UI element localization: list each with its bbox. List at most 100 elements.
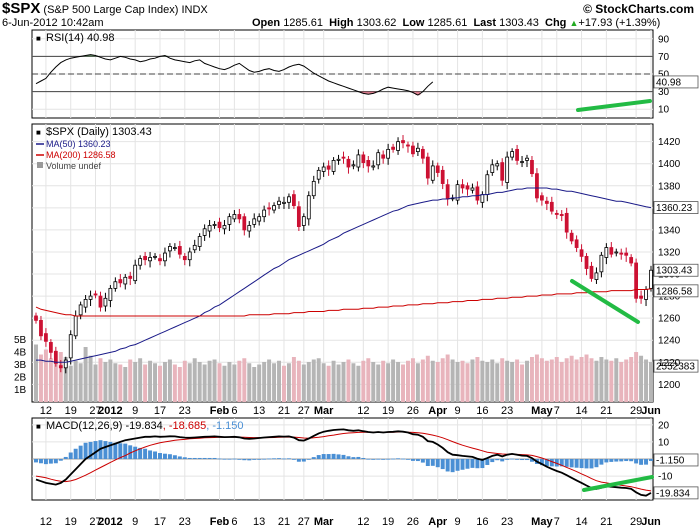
candle-body — [247, 225, 252, 232]
candle-body — [609, 247, 614, 255]
candle-body — [599, 254, 604, 273]
volume-last-label: 2552383 — [656, 362, 695, 373]
candle-body — [123, 276, 128, 285]
macd-histogram-bar — [559, 459, 564, 467]
x-tick-label: Apr — [428, 405, 448, 417]
macd-histogram-bar — [529, 459, 534, 462]
macd-histogram-bar — [391, 458, 396, 460]
candle-body — [624, 252, 629, 256]
macd-histogram-bar — [207, 457, 212, 459]
macd-histogram-bar — [162, 453, 167, 459]
macd-histogram-bar — [177, 456, 182, 459]
candle-body — [574, 239, 579, 248]
macd-histogram-bar — [138, 447, 143, 459]
candle-body — [58, 365, 63, 369]
volume-bar — [529, 357, 534, 402]
volume-bar — [495, 363, 500, 402]
volume-tick-label: 1B — [14, 385, 27, 396]
rsi-line — [35, 54, 434, 96]
macd-histogram-bar — [306, 459, 311, 460]
volume-bar — [83, 347, 88, 402]
volume-bar — [242, 358, 247, 402]
candle-body — [222, 225, 227, 230]
volume-bar — [415, 363, 420, 402]
volume-bar — [128, 359, 133, 402]
macd-histogram-bar — [639, 459, 644, 465]
macd-histogram-bar — [272, 458, 277, 460]
macd-histogram-bar — [649, 459, 653, 461]
candle-body — [163, 252, 167, 262]
x-tick-label: Feb — [210, 516, 230, 528]
x-tick-label: Mar — [314, 516, 334, 528]
macd-histogram-bar — [242, 459, 247, 461]
volume-bar — [143, 364, 148, 402]
macd-histogram-bar — [574, 459, 579, 468]
macd-histogram-bar — [252, 459, 257, 460]
candle-body — [584, 255, 589, 269]
candle-body — [515, 148, 519, 161]
candle-body — [336, 158, 341, 161]
candle-body — [644, 289, 648, 300]
ma50-last-label: 1360.23 — [656, 203, 693, 214]
candle-body — [435, 165, 440, 173]
low-label: Low — [402, 17, 425, 29]
candle-body — [168, 246, 172, 252]
price-panel — [31, 123, 654, 403]
candle-body — [83, 299, 88, 308]
macd-histogram-bar — [366, 458, 371, 460]
candle-body — [153, 255, 157, 258]
candle-body — [465, 185, 470, 190]
candle-body — [252, 218, 257, 225]
chg-arrow-icon: ▲ — [569, 18, 579, 28]
candle-body — [118, 279, 123, 284]
candle-body — [88, 295, 93, 300]
volume-bar — [133, 362, 138, 402]
macd-histogram-bar — [376, 458, 381, 460]
macd-histogram-bar — [53, 459, 58, 464]
chg-label: Chg — [545, 17, 567, 29]
x-tick-label: 29 — [630, 405, 642, 417]
volume-bar — [138, 358, 143, 402]
macd-histogram-bar — [182, 457, 187, 459]
macd-histogram-bar — [495, 459, 500, 461]
macd-tick-label: -10 — [658, 472, 673, 483]
volume-bar — [252, 367, 257, 402]
volume-bar — [500, 358, 505, 402]
volume-tick-label: 2B — [14, 373, 27, 384]
macd-histogram-bar — [63, 456, 68, 459]
macd-histogram-bar — [326, 454, 331, 459]
macd-legend-marker: ■ — [36, 422, 41, 431]
volume-bar — [609, 360, 614, 402]
candle-body — [197, 236, 202, 247]
macd-histogram-bar — [480, 459, 485, 469]
macd-histogram-bar — [361, 457, 366, 459]
price-tick-label: 1340 — [658, 225, 681, 236]
ma200-line — [35, 288, 652, 317]
candle-body — [649, 269, 653, 289]
volume-bar — [346, 359, 351, 402]
macd-histogram-bar — [68, 452, 73, 459]
volume-bar — [435, 362, 440, 402]
x-tick-label: 12 — [357, 516, 369, 528]
x-tick-label: 27 — [89, 405, 101, 417]
price-tick-label: 1200 — [658, 380, 681, 391]
date-line: 6-Jun-2012 10:42am — [2, 17, 104, 29]
x-tick-label: 14 — [575, 516, 587, 528]
volume-bar — [177, 367, 182, 402]
rsi-tick-label: 70 — [658, 52, 670, 63]
x-tick-label: 19 — [382, 405, 394, 417]
volume-bar — [93, 364, 98, 402]
x-tick-label: 2012 — [98, 516, 122, 528]
x-tick-label: 9 — [132, 516, 138, 528]
candle-body — [425, 156, 430, 179]
volume-bar — [282, 365, 286, 402]
candle-body — [187, 251, 192, 261]
volume-bar — [554, 357, 559, 402]
candle-body — [564, 212, 569, 233]
macd-histogram-bar — [172, 455, 177, 459]
volume-bar — [371, 362, 376, 402]
x-tick-label: 7 — [554, 405, 560, 417]
macd-histogram-bar — [386, 458, 391, 460]
x-tick-label: 21 — [600, 405, 612, 417]
